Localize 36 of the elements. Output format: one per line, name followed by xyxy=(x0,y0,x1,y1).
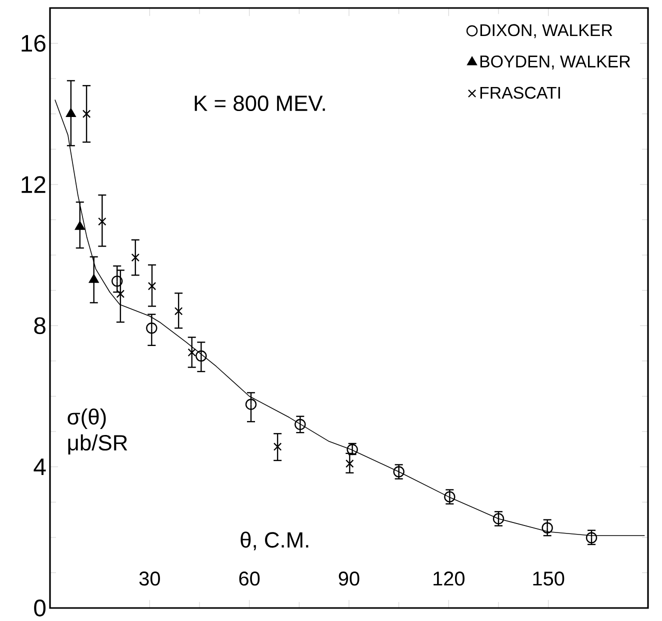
point xyxy=(196,350,207,362)
point xyxy=(346,460,354,468)
point xyxy=(188,348,196,357)
annotation: K = 800 MEV. xyxy=(194,96,325,112)
point xyxy=(294,418,306,430)
point xyxy=(82,110,91,118)
x-axis-title: θ, C.M. xyxy=(240,532,308,550)
point xyxy=(586,532,598,544)
y-tick-label: 0 xyxy=(34,600,46,616)
x-tick-label: 30 xyxy=(139,572,160,586)
point xyxy=(542,522,553,534)
point xyxy=(98,217,106,226)
x-tick-label: 150 xyxy=(533,572,564,586)
x-tick-label: 90 xyxy=(338,572,360,586)
legend-label: DIXON, WALKER xyxy=(480,24,612,38)
legend-label: BOYDEN, WALKER xyxy=(480,55,630,70)
x-tick-label: 120 xyxy=(434,572,464,586)
y-axis-title: σ(θ) μb/SR xyxy=(68,408,128,455)
point xyxy=(245,398,257,410)
x-tick-label: 60 xyxy=(239,572,260,586)
point xyxy=(444,491,456,502)
point xyxy=(66,108,76,117)
point xyxy=(116,290,125,298)
point xyxy=(131,253,140,262)
y-tick-label: 8 xyxy=(34,317,46,334)
y-tick-label: 12 xyxy=(22,176,46,193)
point xyxy=(112,276,123,287)
point xyxy=(174,307,183,316)
point xyxy=(88,274,99,283)
point xyxy=(148,282,156,290)
y-tick-label: 16 xyxy=(22,34,46,52)
point xyxy=(74,221,85,230)
point xyxy=(273,442,282,451)
legend-label: FRASCATI xyxy=(480,86,560,99)
point xyxy=(146,322,158,334)
y-tick-label: 4 xyxy=(34,458,46,476)
